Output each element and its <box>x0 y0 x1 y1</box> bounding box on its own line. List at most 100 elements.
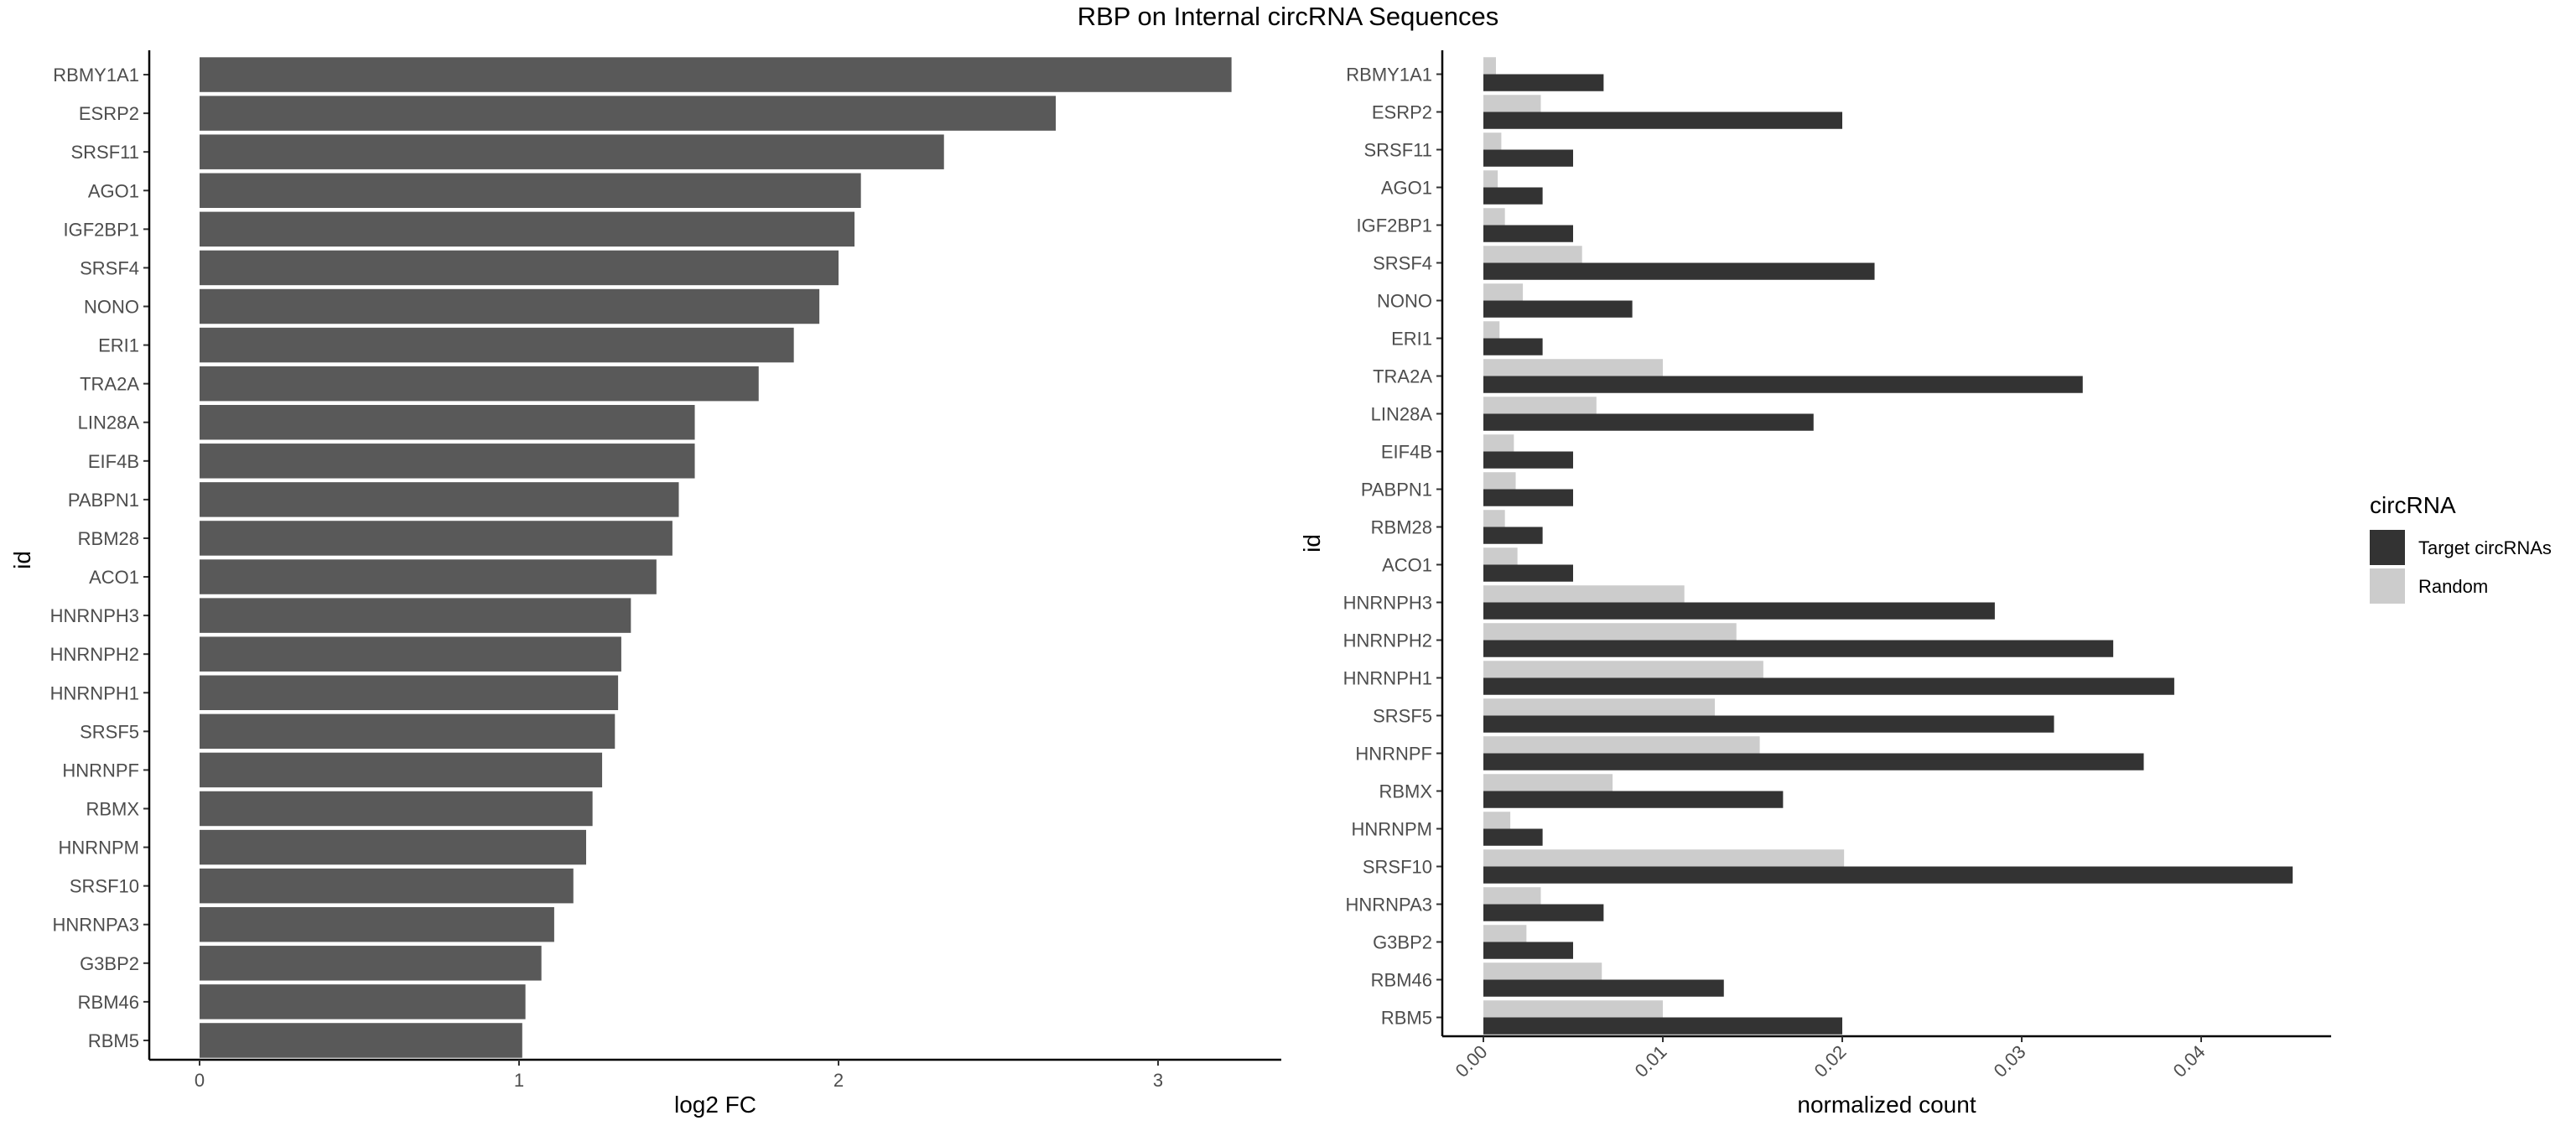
bar-target-esrp2 <box>1483 112 1842 129</box>
bar-target-hnrnpa3 <box>1483 904 1604 921</box>
y-tick-label: HNRNPA3 <box>1345 895 1432 916</box>
legend: circRNA Target circRNAs Random <box>2370 492 2552 604</box>
y-tick-label: RBMY1A1 <box>53 65 139 86</box>
bar-target-eri1 <box>1483 338 1543 355</box>
bar-random-g3bp2 <box>1483 925 1527 942</box>
bar-ago1 <box>200 173 861 209</box>
bar-random-igf2bp1 <box>1483 208 1505 226</box>
bar-target-rbm46 <box>1483 979 1724 997</box>
bar-random-srsf4 <box>1483 246 1582 263</box>
y-axis-title: id <box>9 551 35 569</box>
bar-srsf5 <box>200 713 615 750</box>
y-tick-label: EIF4B <box>88 451 139 472</box>
x-tick-label: 0 <box>195 1070 205 1091</box>
bar-target-eif4b <box>1483 451 1573 469</box>
bar-random-hnrnpf <box>1483 736 1760 754</box>
bar-srsf11 <box>200 134 944 169</box>
y-tick-label: SRSF4 <box>80 257 139 278</box>
bar-hnrnph1 <box>200 675 619 711</box>
y-tick-label: EIF4B <box>1381 442 1432 463</box>
bar-rbm28 <box>200 521 673 556</box>
bar-g3bp2 <box>200 946 542 981</box>
y-tick-label: HNRNPF <box>62 760 139 781</box>
y-tick-label: HNRNPH1 <box>1343 668 1432 689</box>
bar-rbmy1a1 <box>200 57 1232 92</box>
bar-pabpn1 <box>200 482 679 517</box>
bar-target-rbmy1a1 <box>1483 74 1604 91</box>
bar-hnrnpf <box>200 752 603 788</box>
y-tick-label: RBM5 <box>1381 1008 1432 1029</box>
y-tick-label: AGO1 <box>88 180 139 201</box>
y-tick-label: SRSF4 <box>1373 253 1432 274</box>
bar-random-rbmy1a1 <box>1483 57 1496 75</box>
bar-igf2bp1 <box>200 211 855 247</box>
bar-random-srsf5 <box>1483 698 1716 716</box>
x-tick-label: 0.04 <box>2169 1041 2210 1082</box>
bar-random-eif4b <box>1483 434 1514 452</box>
y-tick-label: RBM46 <box>78 992 139 1013</box>
y-tick-label: G3BP2 <box>80 953 139 974</box>
bar-random-rbm28 <box>1483 510 1505 527</box>
bar-random-hnrnpa3 <box>1483 887 1541 905</box>
legend-swatch-random <box>2370 568 2405 604</box>
y-tick-label: NONO <box>1377 291 1432 312</box>
x-tick-label: 0.03 <box>1990 1041 2030 1082</box>
y-tick-label: IGF2BP1 <box>64 219 139 240</box>
y-tick-label: HNRNPH2 <box>50 644 139 665</box>
y-tick-label: RBMX <box>1379 781 1432 802</box>
bar-rbmx <box>200 791 593 827</box>
bar-srsf10 <box>200 868 574 904</box>
bar-rbm5 <box>200 1023 522 1058</box>
bar-random-esrp2 <box>1483 95 1541 112</box>
bar-rbm46 <box>200 984 526 1019</box>
y-tick-label: ACO1 <box>1382 555 1432 576</box>
x-tick-label: 3 <box>1153 1070 1163 1091</box>
bar-random-rbm5 <box>1483 1000 1663 1018</box>
bar-hnrnpa3 <box>200 906 554 942</box>
bar-target-srsf11 <box>1483 149 1573 167</box>
bar-random-hnrnph3 <box>1483 585 1685 603</box>
y-tick-label: PABPN1 <box>68 490 139 511</box>
y-tick-label: TRA2A <box>80 374 139 395</box>
bar-random-eri1 <box>1483 321 1500 339</box>
bar-target-lin28a <box>1483 413 1814 431</box>
bar-target-tra2a <box>1483 376 2083 393</box>
y-tick-label: IGF2BP1 <box>1357 215 1432 236</box>
y-axis-title: id <box>1299 534 1325 553</box>
bar-random-srsf10 <box>1483 849 1845 867</box>
y-tick-label: HNRNPH2 <box>1343 630 1432 651</box>
y-tick-label: ERI1 <box>1391 329 1432 350</box>
y-tick-label: AGO1 <box>1381 178 1432 199</box>
bar-target-pabpn1 <box>1483 489 1573 506</box>
bar-random-srsf11 <box>1483 132 1502 150</box>
y-tick-label: SRSF11 <box>1363 140 1432 161</box>
x-tick-label: 1 <box>514 1070 524 1091</box>
y-tick-label: TRA2A <box>1373 366 1432 387</box>
bar-random-hnrnph2 <box>1483 623 1737 641</box>
x-axis-title: normalized count <box>1797 1092 1976 1118</box>
bar-random-lin28a <box>1483 397 1597 414</box>
y-tick-label: LIN28A <box>1371 404 1433 425</box>
bar-random-hnrnpm <box>1483 812 1511 829</box>
y-tick-label: SRSF5 <box>80 721 139 742</box>
legend-label: Target circRNAs <box>2418 537 2552 558</box>
bar-tra2a <box>200 366 759 402</box>
bar-random-rbm46 <box>1483 962 1602 980</box>
bar-hnrnpm <box>200 829 587 865</box>
bar-random-hnrnph1 <box>1483 661 1763 678</box>
y-tick-label: G3BP2 <box>1373 932 1432 953</box>
bar-target-hnrnph1 <box>1483 677 2174 695</box>
y-tick-label: SRSF10 <box>70 876 139 897</box>
bar-target-srsf5 <box>1483 715 2054 733</box>
x-tick-label: 2 <box>834 1070 844 1091</box>
y-tick-label: SRSF11 <box>70 142 139 163</box>
bar-target-nono <box>1483 300 1633 318</box>
bar-random-rbmx <box>1483 774 1613 791</box>
bar-target-igf2bp1 <box>1483 225 1573 242</box>
y-tick-label: RBMY1A1 <box>1346 65 1432 86</box>
y-tick-label: HNRNPA3 <box>52 915 139 936</box>
y-tick-label: RBM28 <box>78 528 139 549</box>
x-axis-title: log2 FC <box>674 1092 756 1118</box>
bar-target-rbm28 <box>1483 527 1543 544</box>
